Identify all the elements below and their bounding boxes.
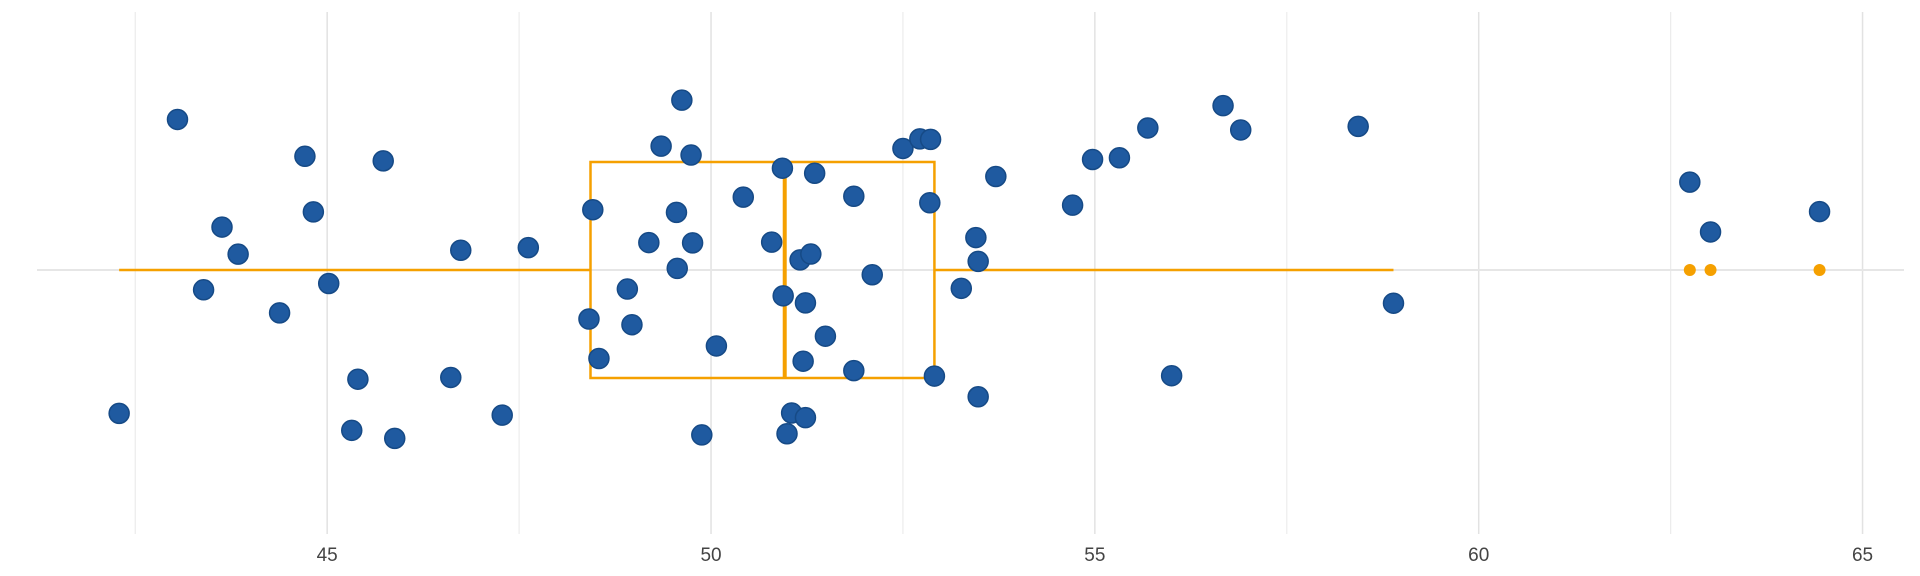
point [1699, 221, 1722, 243]
point [950, 277, 973, 300]
point [965, 226, 987, 249]
point [1382, 292, 1405, 314]
point [792, 350, 814, 372]
point [985, 165, 1007, 188]
point [638, 231, 660, 254]
point [892, 137, 914, 160]
point [803, 162, 826, 184]
point [861, 263, 883, 286]
point [665, 201, 688, 224]
point [800, 243, 822, 265]
outlier [1813, 264, 1826, 276]
point [1347, 115, 1369, 138]
point [582, 198, 604, 221]
point [166, 108, 189, 131]
point [794, 406, 817, 429]
point [294, 145, 316, 168]
point [967, 250, 989, 273]
point [440, 366, 462, 389]
point [450, 239, 472, 261]
x-tick-label: 55 [1084, 545, 1105, 566]
point [919, 128, 942, 151]
x-tick-label: 60 [1468, 545, 1489, 566]
point [923, 365, 946, 387]
point [192, 279, 215, 301]
point [680, 144, 702, 166]
point [108, 402, 130, 425]
point [1808, 200, 1831, 223]
point [1108, 146, 1131, 169]
point [705, 335, 728, 357]
outlier [1704, 264, 1717, 276]
point [843, 359, 865, 382]
point [666, 257, 688, 280]
point [1212, 94, 1234, 117]
point [814, 325, 837, 347]
point [843, 185, 865, 208]
x-tick-label: 45 [317, 545, 338, 566]
point [347, 368, 369, 390]
point [302, 201, 325, 223]
point [1679, 171, 1701, 193]
point [588, 347, 610, 370]
point [772, 285, 794, 307]
point [616, 278, 639, 300]
point [211, 216, 233, 238]
point [771, 157, 794, 179]
point [578, 308, 600, 330]
point [517, 236, 540, 259]
point [227, 243, 249, 265]
point [1229, 119, 1252, 141]
point [794, 292, 817, 314]
point [919, 191, 941, 214]
point [967, 386, 989, 408]
box [589, 160, 936, 380]
point [372, 150, 394, 172]
point [1081, 148, 1104, 171]
point [491, 404, 513, 426]
point [1137, 117, 1159, 139]
point [340, 419, 363, 442]
outlier [1683, 264, 1696, 276]
point [383, 427, 406, 450]
x-tick-label: 65 [1852, 545, 1873, 566]
point [650, 135, 672, 157]
point [776, 422, 798, 445]
point [760, 231, 783, 253]
point [732, 186, 755, 208]
point [317, 272, 340, 295]
point [268, 302, 291, 324]
point [691, 424, 713, 446]
point [1160, 364, 1183, 387]
point [1061, 194, 1084, 216]
x-tick-label: 50 [700, 545, 721, 566]
point [671, 89, 693, 111]
point [621, 313, 643, 336]
point [681, 232, 704, 254]
